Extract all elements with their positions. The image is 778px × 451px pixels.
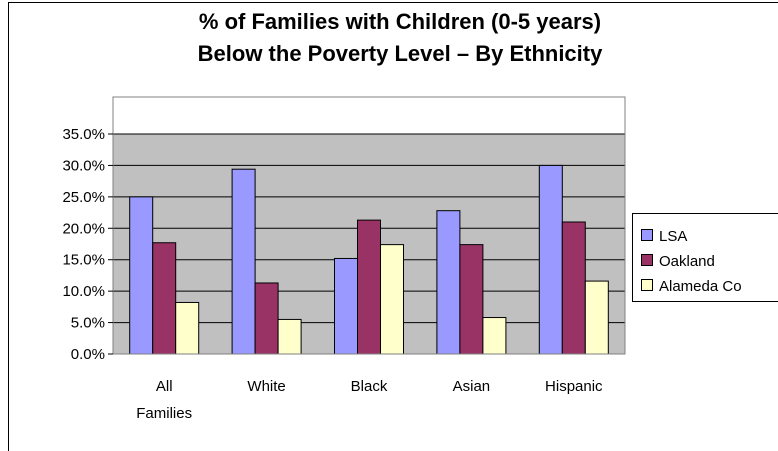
y-tick-label: 20.0% xyxy=(62,220,105,237)
bar-lsa xyxy=(129,196,154,355)
bar-oakland xyxy=(561,221,586,355)
bar-lsa xyxy=(231,168,256,355)
bar-lsa xyxy=(538,164,563,355)
x-category-label: All xyxy=(156,378,173,395)
legend-box xyxy=(632,213,778,302)
bar-alameda-co xyxy=(584,280,609,355)
x-category-label: Hispanic xyxy=(545,378,603,395)
legend: LSA Oakland Alameda Co xyxy=(632,213,778,302)
plot-area-border xyxy=(112,96,626,355)
y-tick-label: 10.0% xyxy=(62,283,105,300)
y-tick-label: 25.0% xyxy=(62,189,105,206)
y-tick-label: 5.0% xyxy=(71,315,105,332)
x-category-label: Black xyxy=(351,378,388,395)
legend-label: Oakland xyxy=(659,253,715,270)
x-category-label: Families xyxy=(136,405,192,422)
y-tick-label: 0.0% xyxy=(71,346,105,363)
chart-title-line-2: Below the Poverty Level – By Ethnicity xyxy=(198,41,603,66)
legend-swatch xyxy=(641,279,653,291)
y-tick-label: 30.0% xyxy=(62,157,105,174)
bar-lsa xyxy=(334,257,358,355)
plot-area-upper xyxy=(113,97,625,134)
bar-lsa xyxy=(436,210,461,355)
legend-swatch xyxy=(641,254,653,266)
bars-group xyxy=(129,164,609,355)
bar-alameda-co xyxy=(175,301,200,355)
bar-oakland xyxy=(357,219,381,355)
x-axis-labels: All Families White Black Asian Hispanic xyxy=(136,378,603,422)
y-tick-label: 15.0% xyxy=(62,252,105,269)
bar-alameda-co xyxy=(380,244,404,355)
y-axis-ticks: 0.0% 5.0% 10.0% 15.0% 20.0% 25.0% 30.0% 35.0% xyxy=(62,126,113,363)
bar-oakland xyxy=(254,282,279,355)
bar-oakland xyxy=(152,242,177,355)
bar-alameda-co xyxy=(277,318,302,355)
bar-oakland xyxy=(459,244,484,355)
legend-label: Alameda Co xyxy=(659,278,742,295)
bar-alameda-co xyxy=(482,317,507,355)
x-category-label: White xyxy=(247,378,285,395)
x-category-label: Asian xyxy=(453,378,491,395)
y-tick-label: 35.0% xyxy=(62,126,105,143)
legend-swatch xyxy=(641,229,653,241)
chart-title-line-1: % of Families with Children (0-5 years) xyxy=(199,9,601,34)
legend-label: LSA xyxy=(659,228,687,245)
